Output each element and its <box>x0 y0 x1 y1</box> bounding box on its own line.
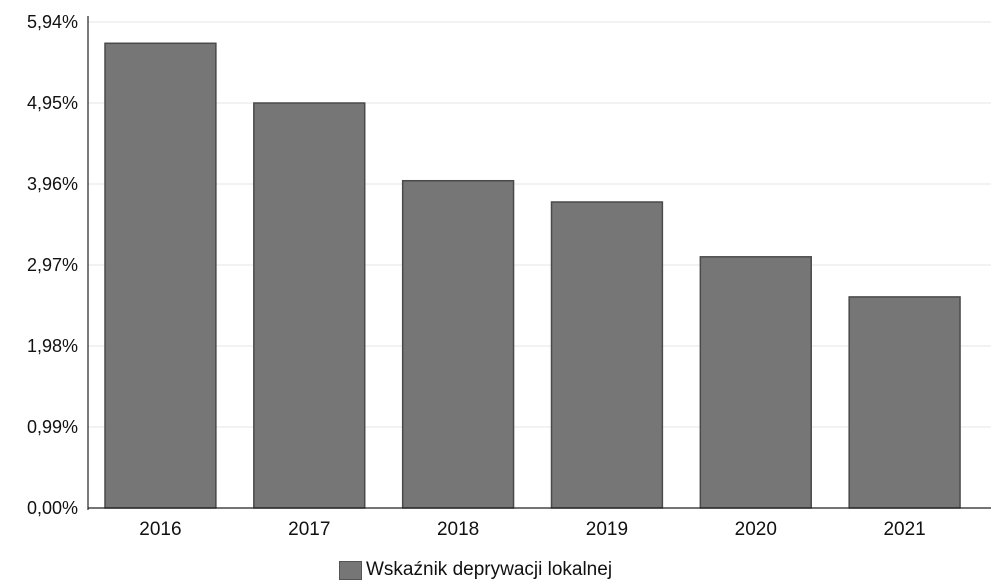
x-tick-label: 2020 <box>735 519 777 540</box>
legend: Wskaźnik deprywacji lokalnej <box>339 558 612 582</box>
y-tick-label: 4,95% <box>27 93 78 113</box>
x-tick-label: 2016 <box>139 519 181 540</box>
bar-chart: 0,00% 0,99% 1,98% 2,97% 3,96% 4,95% 5,94% 2016… <box>27 12 991 540</box>
y-tick-label: 2,97% <box>27 255 78 275</box>
bar-2020 <box>699 256 812 509</box>
bar-2016 <box>104 42 217 509</box>
x-tick-label: 2017 <box>288 519 330 540</box>
x-tick-label: 2019 <box>586 519 628 540</box>
x-axis-category-labels: 2016 2017 2018 2019 2020 2021 <box>139 519 925 540</box>
legend-swatch <box>339 560 362 580</box>
bar-2021 <box>848 296 961 509</box>
y-tick-label: 0,00% <box>27 498 78 518</box>
bar-2018 <box>401 179 515 509</box>
bar-2019 <box>550 201 664 509</box>
x-tick-label: 2021 <box>883 519 925 540</box>
legend-label: Wskaźnik deprywacji lokalnej <box>366 559 613 580</box>
gridlines <box>88 21 991 428</box>
y-tick-label: 0,99% <box>27 417 78 437</box>
y-axis-tick-labels: 0,00% 0,99% 1,98% 2,97% 3,96% 4,95% 5,94% <box>27 12 78 518</box>
y-tick-label: 3,96% <box>27 174 78 194</box>
bars <box>104 42 961 509</box>
y-tick-label: 5,94% <box>27 12 78 32</box>
y-tick-label: 1,98% <box>27 336 78 356</box>
x-tick-label: 2018 <box>437 519 479 540</box>
bar-2017 <box>253 102 366 509</box>
